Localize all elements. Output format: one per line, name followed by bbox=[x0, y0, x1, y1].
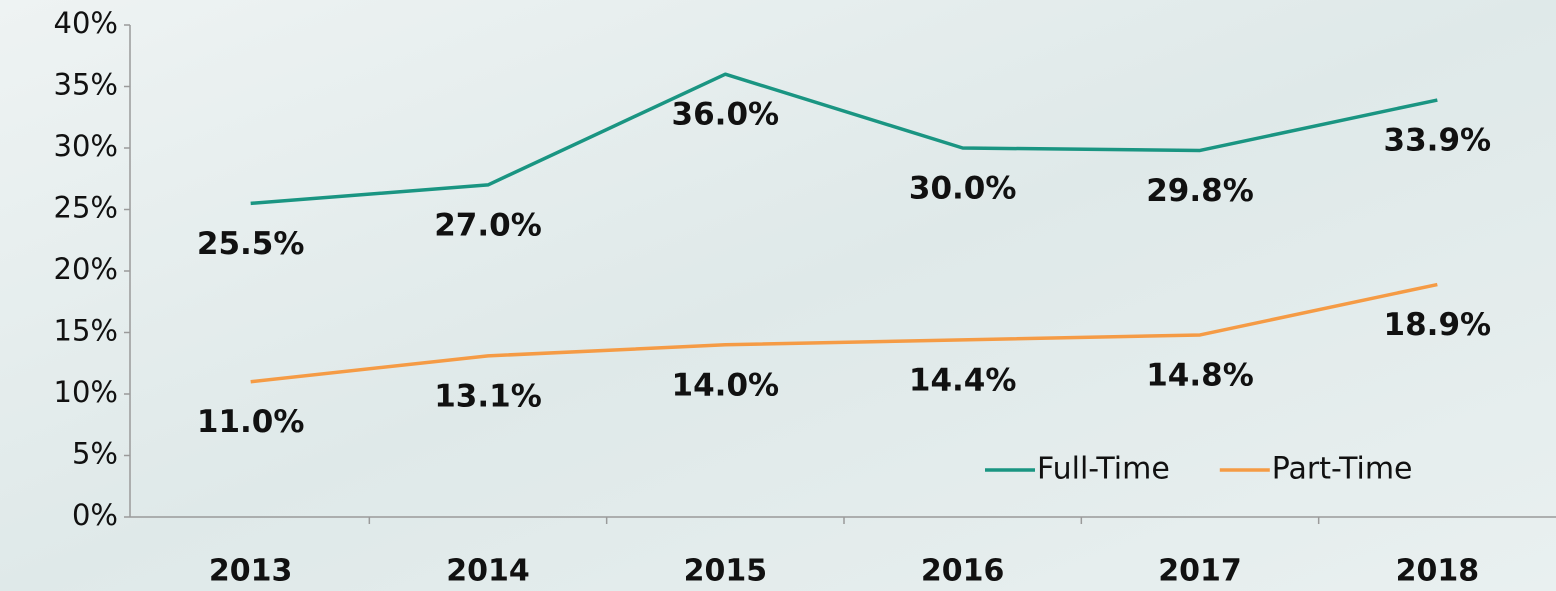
data-label: 14.0% bbox=[672, 367, 780, 403]
y-tick-label: 40% bbox=[54, 6, 118, 40]
legend-label: Full-Time bbox=[1037, 452, 1170, 487]
data-label: 14.8% bbox=[1146, 357, 1254, 393]
data-label: 14.4% bbox=[909, 362, 1017, 398]
y-tick-label: 5% bbox=[72, 437, 118, 471]
data-label: 36.0% bbox=[672, 97, 780, 133]
x-tick-label: 2013 bbox=[209, 554, 293, 589]
line-series bbox=[250, 282, 1438, 384]
x-tick-label: 2014 bbox=[446, 554, 530, 589]
x-tick-label: 2017 bbox=[1158, 554, 1242, 589]
data-label: 25.5% bbox=[197, 226, 305, 262]
legend-label: Part-Time bbox=[1272, 452, 1413, 487]
data-label: 33.9% bbox=[1384, 123, 1492, 159]
x-tick-label: 2018 bbox=[1396, 554, 1480, 589]
data-label: 27.0% bbox=[434, 207, 542, 243]
y-tick-label: 30% bbox=[54, 129, 118, 163]
x-tick-label: 2015 bbox=[684, 554, 768, 589]
data-label: 29.8% bbox=[1146, 173, 1254, 209]
data-label: 13.1% bbox=[434, 378, 542, 414]
data-label: 30.0% bbox=[909, 171, 1017, 207]
line-series bbox=[250, 72, 1438, 206]
y-tick-label: 20% bbox=[54, 252, 118, 286]
y-tick-label: 25% bbox=[54, 191, 118, 225]
y-tick-label: 35% bbox=[54, 68, 118, 102]
data-label: 11.0% bbox=[197, 404, 305, 440]
y-tick-label: 0% bbox=[72, 498, 118, 532]
y-tick-label: 10% bbox=[54, 375, 118, 409]
x-tick-label: 2016 bbox=[921, 554, 1005, 589]
y-tick-label: 15% bbox=[54, 314, 118, 348]
data-label: 18.9% bbox=[1384, 307, 1492, 343]
